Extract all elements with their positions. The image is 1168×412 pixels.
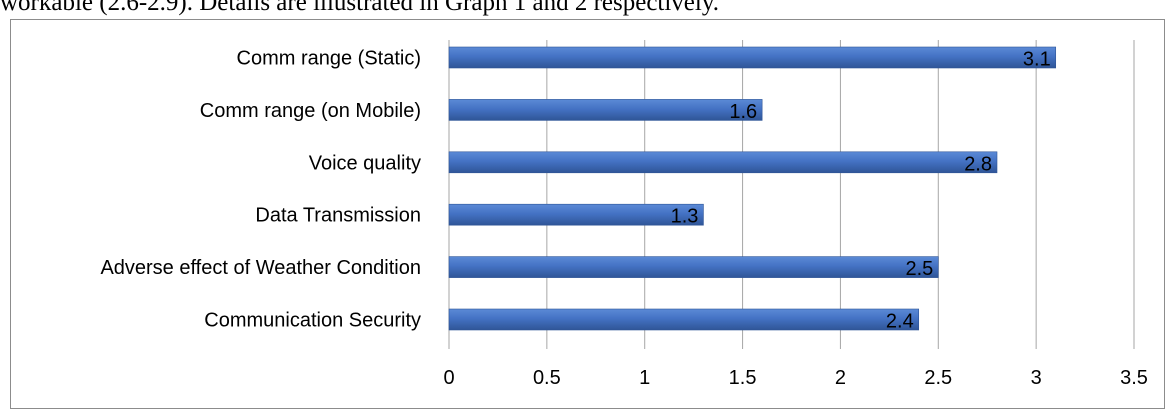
data-label: 1.3 — [671, 206, 699, 228]
x-tick-label: 1.5 — [729, 367, 757, 389]
bar — [448, 151, 998, 174]
category-label: Communication Security — [204, 310, 421, 332]
x-tick-label: 2 — [835, 367, 846, 389]
bar — [448, 46, 1057, 69]
bar — [448, 203, 704, 226]
x-tick-label: 3.5 — [1120, 367, 1148, 389]
data-label: 3.1 — [1023, 49, 1051, 71]
data-label: 1.6 — [729, 101, 757, 123]
bars — [448, 46, 1057, 331]
x-tick-label: 3 — [1031, 367, 1042, 389]
data-label: 2.4 — [886, 311, 914, 333]
data-label: 2.5 — [905, 258, 933, 280]
category-label: Comm range (Static) — [237, 48, 422, 70]
labels: 0 0.5 1 1.5 2 2.5 3 3.5 Comm range (Static) 3.1 Co… — [100, 48, 1147, 390]
data-label: 2.8 — [964, 153, 992, 175]
gridlines — [448, 40, 1135, 349]
x-tick-label: 2.5 — [924, 367, 952, 389]
category-label: Comm range (on Mobile) — [200, 100, 421, 122]
x-tick-label: 0 — [443, 367, 454, 389]
bar — [448, 99, 763, 121]
caption-text: workable (2.6-2.9). Details are illustra… — [0, 0, 719, 16]
x-tick-label: 1 — [639, 367, 650, 389]
category-label: Data Transmission — [255, 205, 421, 227]
bar — [448, 256, 939, 278]
bar — [448, 308, 920, 331]
x-tick-label: 0.5 — [533, 367, 561, 389]
category-label: Voice quality — [309, 152, 421, 174]
category-label: Adverse effect of Weather Condition — [100, 257, 421, 279]
